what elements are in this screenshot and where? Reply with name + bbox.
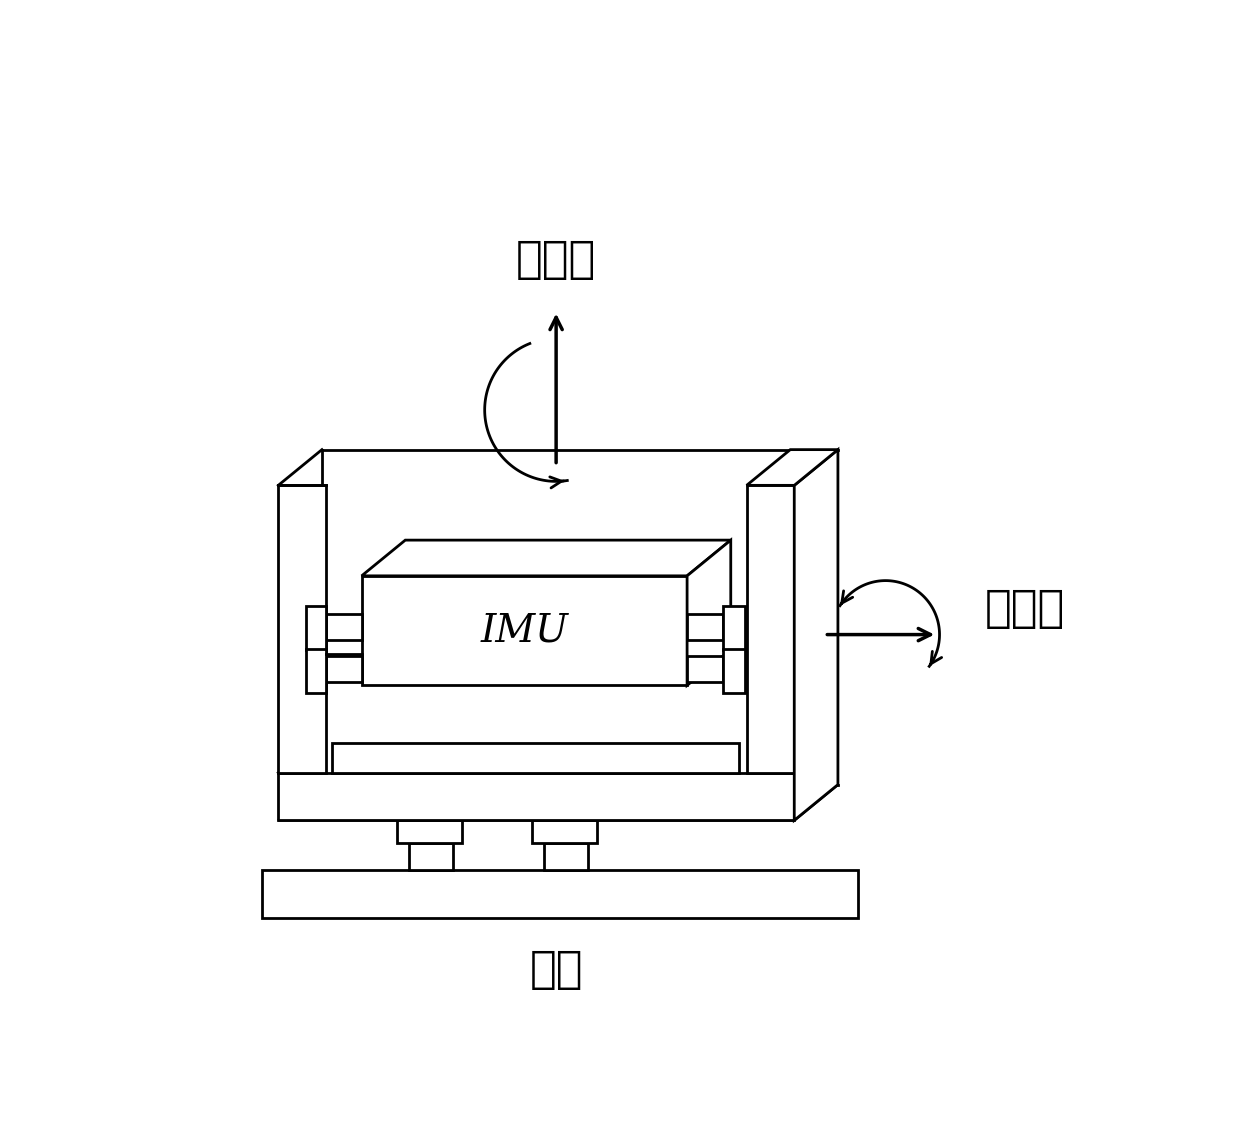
Polygon shape [795, 450, 838, 820]
Bar [687, 613, 723, 640]
Bar [332, 743, 739, 772]
Bar [544, 843, 588, 871]
Bar [326, 613, 362, 640]
Bar [306, 649, 326, 693]
Bar [687, 655, 723, 683]
Bar [326, 655, 362, 683]
Bar [278, 485, 326, 772]
Polygon shape [362, 540, 730, 576]
Bar [723, 606, 745, 651]
Text: IMU: IMU [480, 612, 568, 649]
Polygon shape [746, 450, 838, 485]
Bar [397, 820, 463, 843]
Text: 基座: 基座 [529, 948, 583, 991]
Polygon shape [278, 785, 838, 820]
Text: 内环轴: 内环轴 [985, 587, 1065, 629]
Text: 外环轴: 外环轴 [516, 238, 596, 280]
Bar [532, 820, 598, 843]
Bar [746, 485, 795, 772]
Bar [306, 606, 326, 651]
Bar [723, 649, 745, 693]
Bar [409, 843, 453, 871]
Polygon shape [687, 540, 730, 685]
Bar [278, 772, 795, 820]
Bar [263, 871, 858, 919]
Bar [362, 576, 687, 685]
